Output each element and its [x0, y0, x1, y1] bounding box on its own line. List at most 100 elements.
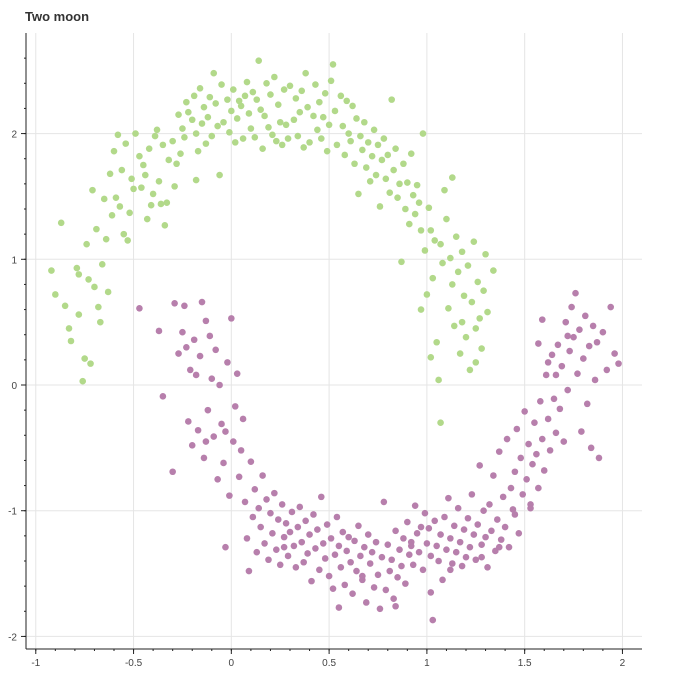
data-point [392, 602, 399, 610]
data-point [443, 546, 450, 553]
data-point [501, 523, 509, 531]
data-point [267, 509, 274, 517]
x-tick-label: 1 [424, 658, 430, 669]
data-point [392, 145, 399, 152]
data-point [245, 567, 253, 575]
data-point [251, 486, 259, 493]
data-point [87, 360, 94, 367]
data-point [130, 185, 137, 193]
data-point [460, 526, 468, 533]
data-point [376, 203, 384, 210]
data-point [251, 134, 259, 141]
data-point [452, 548, 460, 556]
data-point [222, 543, 229, 551]
data-point [357, 552, 364, 560]
data-point [206, 93, 214, 101]
data-point [405, 551, 413, 559]
data-point [386, 567, 394, 575]
data-point [206, 332, 214, 340]
data-point [511, 468, 519, 476]
data-point [306, 531, 313, 538]
data-point [61, 302, 69, 310]
data-point [423, 291, 431, 298]
data-point [226, 129, 233, 136]
data-point [447, 566, 454, 574]
data-point [288, 508, 296, 516]
data-point [239, 415, 247, 423]
data-point [329, 61, 337, 68]
data-point [126, 209, 133, 217]
data-point [192, 371, 200, 379]
data-point [468, 491, 476, 498]
data-point [157, 200, 165, 208]
data-point [368, 152, 376, 160]
data-point [439, 259, 446, 267]
data-point [456, 538, 464, 546]
data-point [484, 308, 491, 316]
data-point [235, 97, 243, 105]
data-point [325, 572, 333, 580]
data-point [378, 156, 386, 164]
data-point [425, 204, 433, 212]
data-point [359, 572, 366, 580]
data-point [259, 472, 266, 479]
data-point [247, 125, 255, 132]
data-point [200, 454, 208, 462]
data-point [570, 333, 577, 341]
x-tick-label: 0.5 [322, 658, 336, 669]
data-point [407, 542, 415, 550]
data-point [482, 533, 489, 541]
data-point [538, 435, 546, 443]
data-point [235, 473, 243, 481]
data-point [73, 264, 81, 272]
data-point [427, 354, 435, 361]
data-point [472, 359, 480, 366]
data-point [458, 248, 466, 256]
data-point [241, 92, 249, 100]
data-point [535, 484, 542, 492]
data-point [452, 233, 460, 240]
data-point [388, 556, 395, 564]
data-point [91, 283, 98, 291]
data-point [278, 141, 286, 149]
data-point [398, 258, 405, 266]
data-point [478, 541, 485, 548]
data-point [517, 454, 525, 462]
data-point [278, 501, 286, 508]
data-point [441, 186, 448, 194]
data-point [386, 189, 394, 196]
data-point [106, 170, 114, 178]
data-point [228, 107, 235, 115]
x-tick-label: 0 [229, 658, 235, 669]
data-point [484, 563, 491, 571]
data-point [351, 537, 358, 545]
data-point [466, 366, 474, 374]
data-point [466, 543, 474, 551]
data-point [212, 100, 219, 107]
data-point [261, 540, 268, 547]
data-point [163, 199, 171, 207]
data-point [317, 493, 325, 501]
data-point [548, 351, 556, 359]
data-point [141, 171, 149, 179]
data-point [607, 303, 615, 311]
data-point [404, 179, 411, 186]
data-point [271, 73, 278, 81]
data-point [81, 355, 88, 362]
data-point [181, 134, 188, 141]
data-point [333, 513, 341, 521]
data-point [382, 586, 390, 594]
data-point [161, 222, 169, 229]
data-point [423, 540, 431, 547]
data-point [218, 81, 225, 88]
data-point [529, 460, 536, 468]
data-point [239, 135, 247, 142]
data-point [255, 57, 263, 64]
data-point [538, 316, 546, 323]
data-point [474, 278, 482, 286]
y-tick-label: 0 [11, 381, 17, 392]
data-point [447, 254, 454, 262]
data-point [183, 343, 190, 351]
data-point [218, 420, 225, 428]
data-point [229, 86, 237, 93]
